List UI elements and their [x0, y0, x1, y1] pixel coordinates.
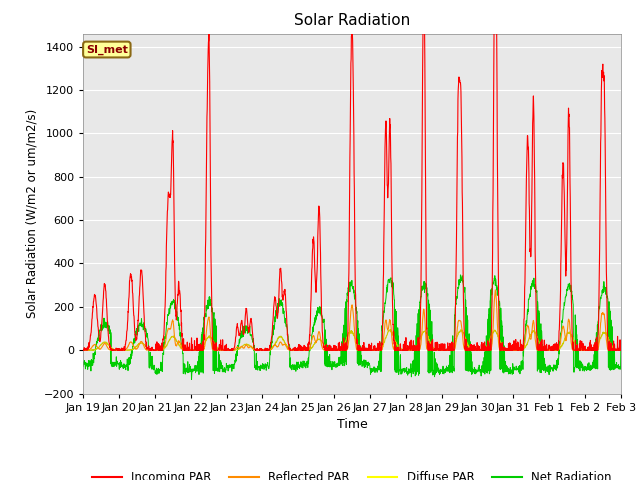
Reflected PAR [229, 347, 237, 353]
Text: SI_met: SI_met [86, 44, 128, 55]
Line: Diffuse PAR: Diffuse PAR [83, 329, 621, 350]
Net Radiation [585, 365, 593, 371]
Incoming PAR [229, 347, 237, 352]
Line: Incoming PAR: Incoming PAR [83, 0, 621, 350]
Reflected PAR [379, 341, 387, 347]
Incoming PAR [584, 348, 592, 353]
Diffuse PAR [367, 348, 375, 353]
Incoming PAR [79, 348, 87, 353]
Reflected PAR [584, 348, 592, 353]
Reflected PAR [508, 347, 516, 353]
Net Radiation [368, 370, 376, 375]
Legend: Incoming PAR, Reflected PAR, Diffuse PAR, Net Radiation: Incoming PAR, Reflected PAR, Diffuse PAR… [88, 466, 616, 480]
Diffuse PAR [387, 326, 395, 332]
Line: Net Radiation: Net Radiation [83, 275, 621, 380]
Reflected PAR [79, 348, 87, 353]
Diffuse PAR [79, 348, 87, 353]
Diffuse PAR [229, 347, 237, 353]
Y-axis label: Solar Radiation (W/m2 or um/m2/s): Solar Radiation (W/m2 or um/m2/s) [25, 109, 38, 318]
Reflected PAR [570, 348, 577, 353]
Incoming PAR [617, 348, 625, 353]
Line: Reflected PAR: Reflected PAR [83, 290, 621, 350]
Net Radiation [380, 315, 387, 321]
Diffuse PAR [379, 342, 387, 348]
Net Radiation [456, 272, 464, 278]
Incoming PAR [570, 348, 577, 353]
Incoming PAR [379, 303, 387, 309]
Reflected PAR [617, 348, 625, 353]
Reflected PAR [492, 287, 499, 293]
Net Radiation [230, 362, 237, 368]
Title: Solar Radiation: Solar Radiation [294, 13, 410, 28]
Net Radiation [188, 377, 195, 383]
Net Radiation [617, 348, 625, 353]
Incoming PAR [508, 346, 516, 352]
Incoming PAR [367, 347, 375, 352]
X-axis label: Time: Time [337, 418, 367, 431]
Net Radiation [509, 368, 516, 373]
Diffuse PAR [617, 348, 625, 353]
Diffuse PAR [584, 348, 592, 353]
Net Radiation [570, 365, 577, 371]
Net Radiation [79, 363, 87, 369]
Diffuse PAR [508, 348, 516, 353]
Reflected PAR [367, 347, 375, 353]
Diffuse PAR [570, 338, 577, 344]
